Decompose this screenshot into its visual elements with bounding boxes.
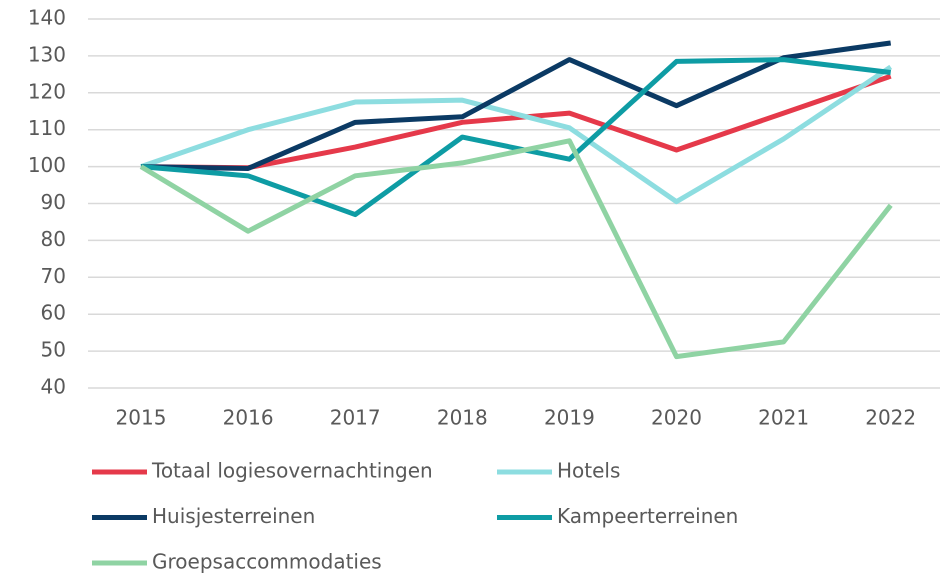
x-tick-label: 2022 <box>865 406 916 430</box>
series-line <box>139 138 893 360</box>
legend-label: Totaal logiesovernachtingen <box>151 459 433 483</box>
y-tick-label: 60 <box>41 301 66 325</box>
legend-label: Kampeerterreinen <box>557 504 738 528</box>
y-tick-label: 120 <box>28 79 66 103</box>
y-tick-label: 90 <box>41 190 66 214</box>
series-line <box>140 64 893 205</box>
y-tick-label: 110 <box>28 116 66 140</box>
x-tick-label: 2018 <box>437 406 488 430</box>
legend-label: Hotels <box>557 459 620 483</box>
y-tick-label: 70 <box>41 264 66 288</box>
y-tick-label: 40 <box>41 375 66 399</box>
legend-label: Huisjesterreinen <box>152 504 315 528</box>
y-tick-label: 140 <box>28 6 66 30</box>
x-tick-label: 2019 <box>544 406 595 430</box>
x-tick-label: 2015 <box>116 406 167 430</box>
y-tick-label: 80 <box>41 227 66 251</box>
x-tick-label: 2020 <box>651 406 702 430</box>
y-tick-label: 100 <box>28 153 66 177</box>
y-tick-label: 130 <box>28 42 66 66</box>
x-tick-label: 2016 <box>223 406 274 430</box>
series-line <box>140 73 892 171</box>
y-tick-label: 50 <box>41 338 66 362</box>
series-line <box>140 57 891 218</box>
series-line <box>140 40 892 171</box>
legend-label: Groepsaccommodaties <box>152 550 382 573</box>
x-tick-label: 2017 <box>330 406 381 430</box>
x-tick-label: 2021 <box>758 406 809 430</box>
